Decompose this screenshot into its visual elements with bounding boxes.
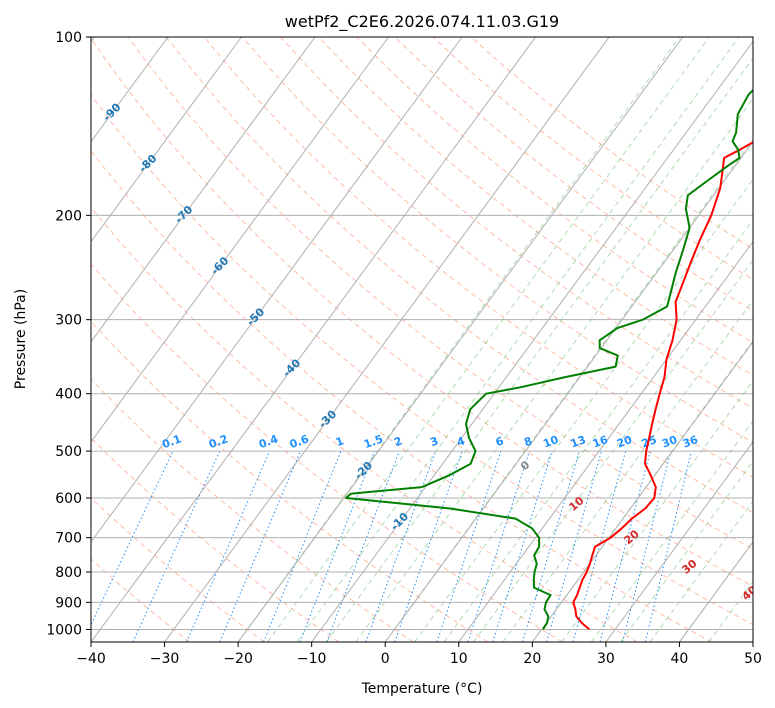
moist-adiabat-line [443, 218, 753, 642]
isotherm-gridline [458, 240, 753, 642]
y-axis-label: Pressure (hPa) [13, 289, 29, 389]
mixing-ratio-label: 4 [455, 434, 467, 449]
mixing-ratio-label: 20 [615, 433, 634, 451]
mixing-ratio-label: 13 [569, 433, 588, 450]
moist-adiabat-line [267, 37, 710, 642]
dry-adiabat-line [91, 378, 414, 642]
mixing-ratio-label: 6 [494, 434, 506, 449]
moist-adiabat-line [590, 420, 753, 642]
mixing-ratio-line [492, 450, 553, 642]
mixing-ratio-line [219, 450, 301, 642]
isotherm-gridline [91, 37, 463, 543]
moist-adiabat-line [355, 97, 753, 642]
x-tick-label: 10 [450, 651, 468, 667]
mixing-ratio-line [599, 450, 651, 642]
y-tick-label: 200 [55, 208, 82, 224]
moist-adiabat-line [561, 379, 753, 642]
mixing-ratio-line [622, 450, 672, 642]
mixing-ratio-line [365, 450, 437, 642]
mixing-ratio-line [132, 450, 221, 642]
isotherm-gridline [91, 37, 169, 143]
mixing-ratio-line [467, 450, 530, 642]
isotherm-gridline [237, 37, 684, 642]
x-tick-label: 30 [597, 651, 615, 667]
dry-adiabat-line [91, 206, 638, 642]
y-tick-label: 600 [55, 491, 82, 507]
y-tick-label: 1000 [46, 622, 82, 638]
y-tick-label: 500 [55, 444, 82, 460]
dry-adiabat-line [91, 263, 563, 642]
mixing-ratio-label: 36 [681, 433, 700, 451]
x-tick-label: 20 [523, 651, 541, 667]
y-tick-label: 100 [55, 30, 82, 46]
isotherm-gridline [91, 37, 389, 443]
mixing-ratio-label: 10 [541, 433, 560, 451]
x-tick-label: −10 [297, 651, 327, 667]
mixing-ratio-label: 0.1 [160, 432, 183, 451]
mixing-ratio-label: 1.5 [362, 432, 385, 451]
moist-adiabat-line [620, 460, 753, 642]
x-axis-label: Temperature (°C) [361, 681, 483, 697]
y-tick-label: 700 [55, 531, 82, 547]
moist-adiabat-line [414, 178, 753, 642]
mixing-ratio-label: 3 [429, 434, 441, 449]
dry-adiabat-line [165, 37, 753, 514]
moist-adiabat-line [473, 259, 753, 642]
dry-adiabat-line [317, 37, 753, 376]
profile-lines [345, 88, 753, 631]
mixing-ratio-label: 1 [334, 434, 346, 449]
isobar-grid [91, 37, 753, 630]
mixing-ratio-line [394, 450, 463, 642]
y-tick-label: 300 [55, 313, 82, 329]
mixing-ratio-line [572, 450, 627, 642]
mixing-ratio-line [186, 450, 271, 642]
mixing-ratio-label: 8 [522, 434, 534, 449]
isotherm-gridline [91, 37, 537, 642]
mixing-ratio-line [644, 450, 693, 642]
isotherm-gridline [91, 37, 316, 343]
moist-adiabat-line [296, 37, 740, 642]
x-axis: −40 −30 −20 −10 0 10 20 30 40 50 [76, 642, 762, 667]
chart-title: wetPf2_C2E6.2026.074.11.03.G19 [285, 12, 559, 32]
mixing-ratio-label: 30 [660, 433, 679, 451]
isotherm-gridline [605, 441, 753, 642]
moist-adiabat-line [237, 37, 681, 642]
moist-adiabat-line [326, 57, 753, 642]
dry-adiabat-line [91, 37, 753, 587]
dry-adiabat-line [91, 437, 340, 642]
x-tick-label: −40 [76, 651, 106, 667]
moist-adiabat-line [384, 138, 753, 642]
y-tick-label: 900 [55, 595, 82, 611]
plot-frame [90, 36, 754, 643]
dry-adiabat-line [241, 37, 753, 444]
mixing-ratio-line [521, 450, 580, 642]
isotherm-gridline [164, 37, 610, 642]
x-tick-label: 40 [671, 651, 689, 667]
x-tick-label: −20 [223, 651, 253, 667]
plot-area: -100-90-80-70-60-50-40-30-20-100.10.20.4… [91, 37, 753, 642]
mixing-ratio-line [436, 450, 502, 642]
x-tick-label: 50 [744, 651, 762, 667]
mixing-ratio-label: 2 [392, 434, 404, 449]
dry-adiabat-line [91, 93, 753, 626]
mixing-ratio-label: 0.6 [288, 432, 311, 451]
isotherm-gridline [91, 37, 242, 243]
y-tick-label: 800 [55, 565, 82, 581]
x-tick-label: −30 [150, 651, 180, 667]
mixing-ratio-label: 0.4 [257, 432, 280, 451]
dry-adiabats [91, 37, 753, 642]
isotherm-gridline [384, 140, 753, 642]
x-tick-label: 0 [381, 651, 390, 667]
mixing-ratio-label: 16 [591, 433, 610, 451]
y-tick-label: 400 [55, 387, 82, 403]
isotherm-gridline [311, 40, 753, 642]
dry-adiabat-line [91, 150, 713, 642]
y-axis: 100 200 300 400 500 600 700 800 900 1000 [46, 30, 91, 638]
dewpoint-profile-line [345, 88, 753, 630]
mixing-ratio-label: 0.2 [207, 432, 230, 451]
temperature-profile-line [572, 141, 753, 631]
